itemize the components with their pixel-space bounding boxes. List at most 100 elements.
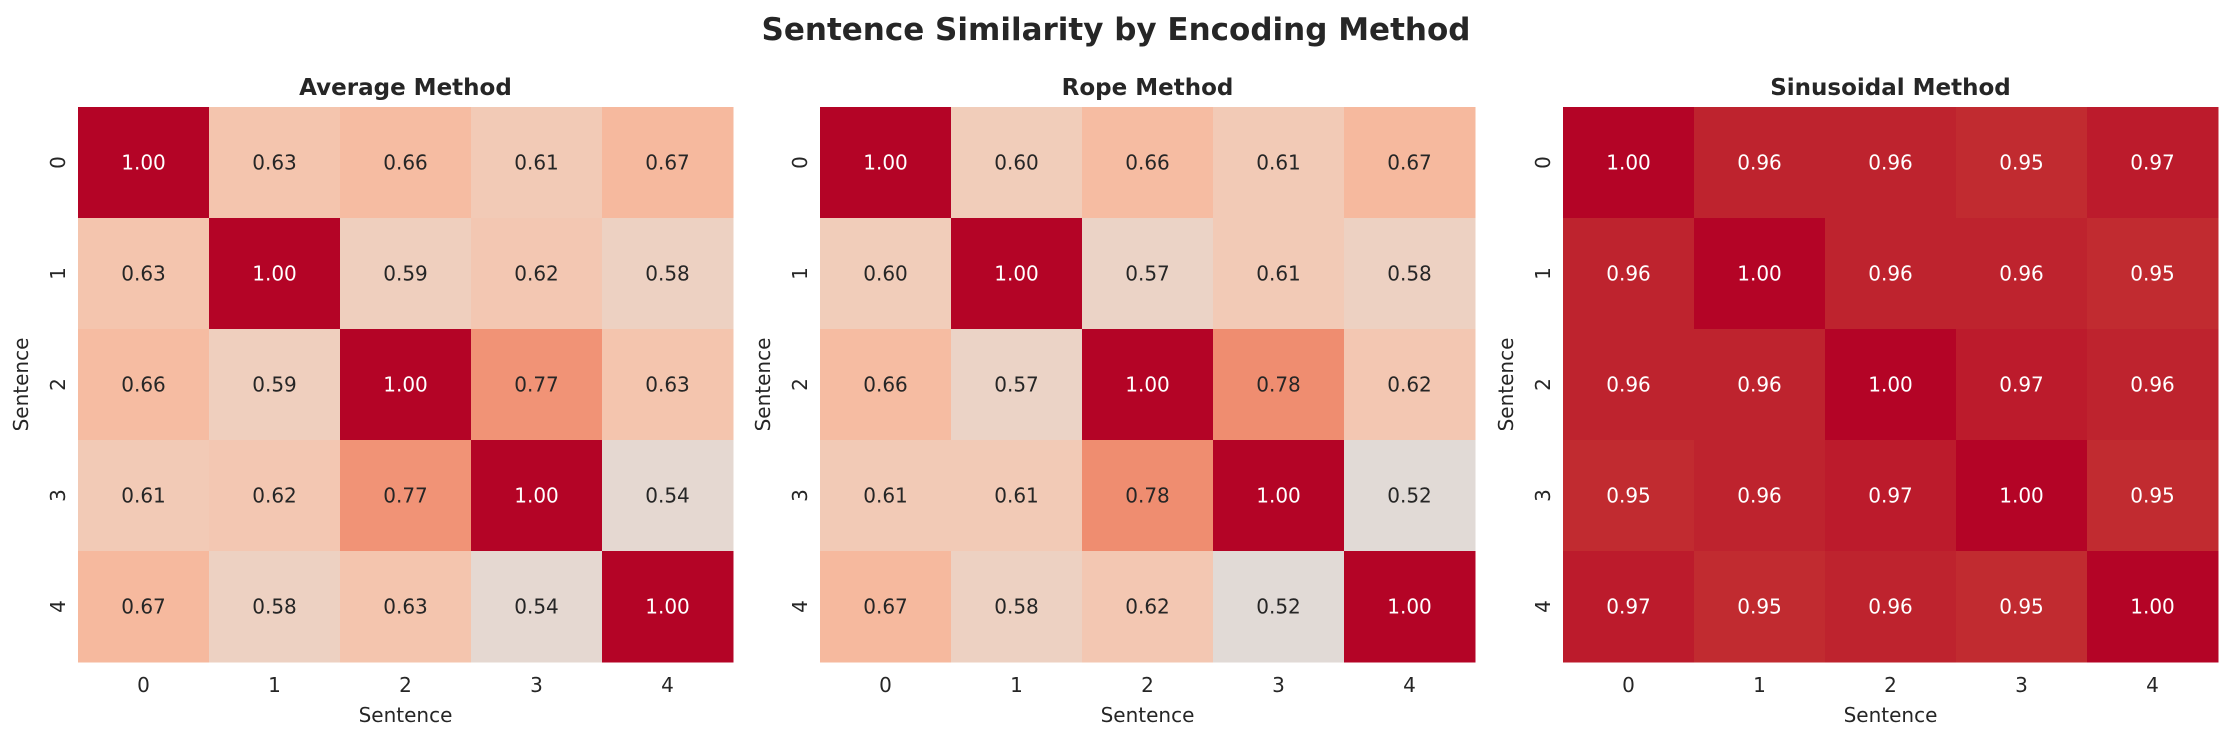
heatmap-cell xyxy=(1825,440,1957,552)
heatmap-cell xyxy=(471,551,603,663)
heatmap-cell xyxy=(1825,551,1957,663)
cell-label: 0.62 xyxy=(1387,373,1432,397)
x-axis-label: Sentence xyxy=(359,703,453,727)
x-tick-label: 0 xyxy=(1622,673,1635,697)
x-tick-label: 4 xyxy=(2146,673,2159,697)
cell-label: 0.57 xyxy=(994,373,1039,397)
heatmap-cell xyxy=(340,440,472,552)
cell-label: 1.00 xyxy=(514,484,559,508)
cell-label: 0.61 xyxy=(994,484,1039,508)
heatmap-cell xyxy=(1344,218,1476,330)
heatmap-cell xyxy=(209,218,341,330)
heatmap-cell xyxy=(820,218,952,330)
y-tick-label: 0 xyxy=(788,156,812,169)
cell-label: 0.57 xyxy=(1125,262,1170,286)
heatmap-cell xyxy=(2087,551,2219,663)
cell-label: 0.96 xyxy=(1737,373,1782,397)
heatmap-cell xyxy=(471,329,603,441)
cell-label: 0.97 xyxy=(1606,595,1651,619)
cell-label: 0.97 xyxy=(1868,484,1913,508)
cell-label: 0.96 xyxy=(1868,151,1913,175)
heatmap-cell xyxy=(78,329,210,441)
x-tick-label: 0 xyxy=(137,673,150,697)
x-tick-label: 2 xyxy=(1141,673,1154,697)
heatmap-panel-1: Rope Method 1.00 0.60 0.66 0.61 0.67 0.60 1.00 0… xyxy=(751,75,1476,727)
heatmap-cell xyxy=(1694,440,1826,552)
heatmap-cell xyxy=(1344,440,1476,552)
heatmap-cell xyxy=(951,551,1083,663)
cell-label: 0.61 xyxy=(514,151,559,175)
cell-label: 0.96 xyxy=(2130,373,2175,397)
y-axis-label: Sentence xyxy=(1494,338,1518,432)
heatmap-cell xyxy=(820,440,952,552)
cell-label: 0.63 xyxy=(645,373,690,397)
cell-label: 0.67 xyxy=(1387,151,1432,175)
cell-label: 1.00 xyxy=(1387,595,1432,619)
y-tick-label: 3 xyxy=(46,489,70,502)
heatmap-panel-2: Sinusoidal Method 1.00 0.96 0.96 0.95 0.97 0.9… xyxy=(1494,75,2219,727)
heatmap-cell xyxy=(820,107,952,219)
heatmap-cell xyxy=(951,218,1083,330)
heatmap-cell xyxy=(602,329,734,441)
y-tick-label: 2 xyxy=(788,378,812,391)
heatmap-cell xyxy=(1563,551,1695,663)
cell-label: 0.95 xyxy=(1999,151,2044,175)
heatmap-cell xyxy=(951,329,1083,441)
cell-label: 0.58 xyxy=(645,262,690,286)
x-tick-label: 3 xyxy=(530,673,543,697)
heatmap-cell xyxy=(78,218,210,330)
x-axis-label: Sentence xyxy=(1844,703,1938,727)
heatmap-cell xyxy=(340,107,472,219)
cell-label: 1.00 xyxy=(645,595,690,619)
x-tick-label: 2 xyxy=(399,673,412,697)
cell-label: 0.96 xyxy=(1606,373,1651,397)
cell-label: 0.63 xyxy=(121,262,166,286)
cell-label: 0.66 xyxy=(121,373,166,397)
cell-label: 0.54 xyxy=(645,484,690,508)
y-tick-label: 3 xyxy=(1531,489,1555,502)
heatmap-cell xyxy=(78,551,210,663)
cell-label: 0.97 xyxy=(2130,151,2175,175)
cell-label: 0.96 xyxy=(1999,262,2044,286)
heatmap-cell xyxy=(1082,329,1214,441)
x-tick-label: 4 xyxy=(1403,673,1416,697)
cell-label: 1.00 xyxy=(1999,484,2044,508)
x-axis-label: Sentence xyxy=(1101,703,1195,727)
cell-label: 0.52 xyxy=(1387,484,1432,508)
heatmap-cell xyxy=(1213,107,1345,219)
cell-label: 1.00 xyxy=(1737,262,1782,286)
cell-label: 0.62 xyxy=(252,484,297,508)
y-tick-label: 2 xyxy=(46,378,70,391)
cell-label: 0.59 xyxy=(383,262,428,286)
heatmap-cell xyxy=(1956,107,2088,219)
cell-label: 0.96 xyxy=(1606,262,1651,286)
heatmap-panel-0: Average Method 1.00 0.63 0.66 0.61 0.67 0.63 1.… xyxy=(9,75,734,727)
x-tick-label: 3 xyxy=(1272,673,1285,697)
heatmap-cell xyxy=(1956,218,2088,330)
cell-label: 1.00 xyxy=(994,262,1039,286)
cell-label: 0.77 xyxy=(514,373,559,397)
heatmap-cell xyxy=(1213,440,1345,552)
heatmap-cell xyxy=(1694,218,1826,330)
cell-label: 0.58 xyxy=(994,595,1039,619)
cell-label: 0.60 xyxy=(863,262,908,286)
cell-label: 0.66 xyxy=(383,151,428,175)
heatmap-cell xyxy=(1082,218,1214,330)
y-tick-label: 4 xyxy=(46,600,70,613)
heatmap-cell xyxy=(1825,218,1957,330)
heatmap-cell xyxy=(1563,107,1695,219)
y-tick-label: 3 xyxy=(788,489,812,502)
heatmap-cell xyxy=(1825,329,1957,441)
cell-label: 0.61 xyxy=(121,484,166,508)
y-axis-label: Sentence xyxy=(751,338,775,432)
cell-label: 0.59 xyxy=(252,373,297,397)
heatmap-cell xyxy=(471,440,603,552)
y-tick-label: 4 xyxy=(1531,600,1555,613)
x-tick-label: 1 xyxy=(268,673,281,697)
cell-label: 1.00 xyxy=(252,262,297,286)
cell-label: 1.00 xyxy=(1868,373,1913,397)
heatmap-cell xyxy=(1825,107,1957,219)
heatmap-cell xyxy=(1213,329,1345,441)
heatmap-cell xyxy=(1563,440,1695,552)
